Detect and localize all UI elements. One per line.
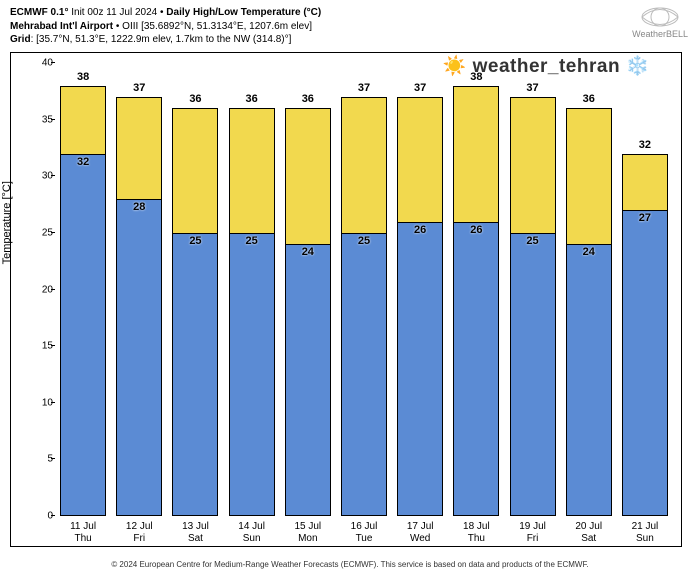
y-tick: 40	[39, 58, 53, 69]
bar-group: 36 24	[566, 63, 612, 516]
x-tick: 19 JulFri	[519, 521, 546, 544]
bar-group: 38 32	[60, 63, 106, 516]
low-label: 28	[116, 201, 162, 213]
y-axis-label: Temperature [°C]	[1, 181, 13, 264]
bar-group: 3826	[453, 63, 499, 516]
footer-copyright: © 2024 European Centre for Medium-Range …	[0, 560, 700, 569]
high-label: 37	[510, 82, 556, 94]
header-line-3: Grid: [35.7°N, 51.3°E, 1222.9m elev, 1.7…	[10, 33, 690, 47]
y-tick: 25	[39, 227, 53, 238]
chart-frame: Temperature [°C] 38323728362536253624372…	[10, 52, 682, 547]
low-bar	[285, 244, 331, 516]
chart-header: ECMWF 0.1° Init 00z 11 Jul 2024 • Daily …	[0, 0, 700, 49]
y-tick: 35	[39, 114, 53, 125]
low-label: 26	[397, 224, 443, 236]
low-label: 24	[285, 246, 331, 258]
header-line-1: ECMWF 0.1° Init 00z 11 Jul 2024 • Daily …	[10, 6, 690, 20]
high-label: 36	[566, 93, 612, 105]
low-bar	[116, 199, 162, 516]
low-bar	[172, 233, 218, 516]
y-tick: 0	[39, 511, 53, 522]
low-bar	[566, 244, 612, 516]
plot-area: 3832372836253625362437253726382637253624…	[55, 63, 673, 516]
snowflake-icon: ❄️	[626, 56, 650, 77]
low-label: 25	[229, 235, 275, 247]
x-tick: 14 JulSun	[238, 521, 265, 544]
y-tick: 20	[39, 284, 53, 295]
y-tick: 30	[39, 171, 53, 182]
low-label: 32	[60, 156, 106, 168]
x-tick: 20 JulSat	[575, 521, 602, 544]
x-tick: 16 JulTue	[351, 521, 378, 544]
low-bar	[60, 154, 106, 516]
low-bar	[510, 233, 556, 516]
watermark: ☀️ weather_tehran ❄️	[443, 54, 650, 78]
low-bar	[229, 233, 275, 516]
high-label: 32	[622, 139, 668, 151]
header-line-2: Mehrabad Int'l Airport • OIII [35.6892°N…	[10, 20, 690, 34]
y-tick: 15	[39, 341, 53, 352]
x-tick: 11 JulThu	[70, 521, 96, 544]
bar-group: 36 25	[229, 63, 275, 516]
low-label: 25	[341, 235, 387, 247]
low-label: 25	[510, 235, 556, 247]
x-tick: 13 JulSat	[182, 521, 209, 544]
bar-group: 32 27	[622, 63, 668, 516]
low-bar	[397, 222, 443, 516]
high-label: 37	[116, 82, 162, 94]
x-tick: 12 JulFri	[126, 521, 153, 544]
y-tick: 10	[39, 397, 53, 408]
x-tick: 15 JulMon	[294, 521, 321, 544]
low-bar	[341, 233, 387, 516]
x-tick: 21 JulSun	[632, 521, 659, 544]
low-label: 26	[453, 224, 499, 236]
bar-group: 36 25	[172, 63, 218, 516]
bar-group: 37 25	[341, 63, 387, 516]
x-tick: 17 JulWed	[407, 521, 434, 544]
low-bar	[622, 210, 668, 516]
low-label: 24	[566, 246, 612, 258]
sun-icon: ☀️	[443, 56, 467, 77]
low-label: 27	[622, 212, 668, 224]
low-bar	[453, 222, 499, 516]
high-label: 36	[285, 93, 331, 105]
y-tick: 5	[39, 454, 53, 465]
bar-group: 37 28	[116, 63, 162, 516]
bar-group: 37 26	[397, 63, 443, 516]
low-label: 25	[172, 235, 218, 247]
weatherbell-logo: WeatherBELL	[632, 6, 688, 39]
x-tick: 18 JulThu	[463, 521, 490, 544]
high-label: 37	[341, 82, 387, 94]
bar-group: 36 24	[285, 63, 331, 516]
high-label: 36	[172, 93, 218, 105]
high-label: 38	[60, 71, 106, 83]
high-label: 36	[229, 93, 275, 105]
bar-group: 37 25	[510, 63, 556, 516]
high-label: 37	[397, 82, 443, 94]
